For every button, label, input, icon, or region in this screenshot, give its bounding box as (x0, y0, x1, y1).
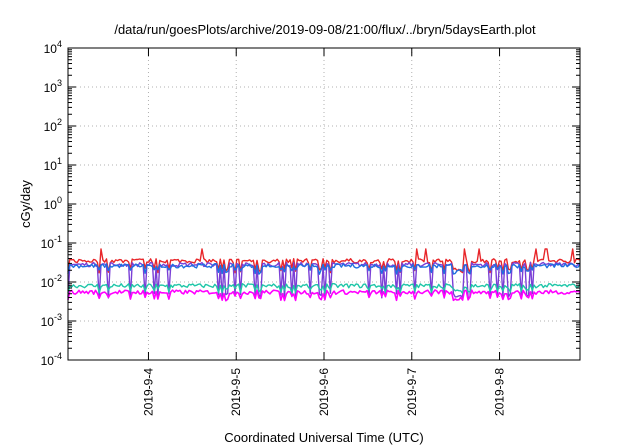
x-tick-label: 2019-9-5 (229, 368, 243, 416)
y-tick-label: 10-1 (41, 234, 62, 251)
y-tick-exponent: 1 (57, 156, 62, 166)
y-tick-exponent: -3 (54, 312, 62, 322)
y-tick-base: 10 (41, 354, 55, 368)
y-tick-base: 10 (44, 198, 58, 212)
y-tick-label: 101 (44, 156, 62, 173)
y-tick-exponent: -2 (54, 273, 62, 283)
y-tick-exponent: 3 (57, 78, 62, 88)
y-tick-base: 10 (44, 42, 58, 56)
y-tick-exponent: -1 (54, 234, 62, 244)
chart-title: /data/run/goesPlots/archive/2019-09-08/2… (114, 22, 536, 37)
y-tick-base: 10 (44, 81, 58, 95)
x-tick-label: 2019-9-8 (493, 368, 507, 416)
series-group (67, 248, 581, 302)
y-tick-exponent: 2 (57, 117, 62, 127)
y-tick-base: 10 (41, 315, 55, 329)
series-line (67, 289, 581, 302)
y-tick-exponent: 4 (57, 39, 62, 49)
x-tick-label: 2019-9-4 (141, 368, 155, 416)
y-tick-exponent: -4 (54, 351, 62, 361)
x-tick-label: 2019-9-6 (317, 368, 331, 416)
x-ticks: 2019-9-4 2019-9-5 2019-9-6 2019-9-7 2019-9-8 (141, 48, 507, 416)
series-line (67, 283, 581, 294)
y-tick-label: 100 (44, 195, 62, 212)
y-tick-label: 10-4 (41, 351, 62, 368)
y-tick-label: 103 (44, 78, 62, 95)
y-tick-exponent: 0 (57, 195, 62, 205)
y-tick-base: 10 (41, 276, 55, 290)
y-tick-base: 10 (41, 237, 55, 251)
y-tick-base: 10 (44, 120, 58, 134)
y-tick-label: 102 (44, 117, 62, 134)
series-line (67, 248, 581, 274)
x-tick-label: 2019-9-7 (405, 368, 419, 416)
y-axis-label: cGy/day (18, 180, 33, 228)
y-tick-base: 10 (44, 159, 58, 173)
series-line (67, 263, 581, 275)
y-tick-label: 10-2 (41, 273, 62, 290)
y-tick-label: 104 (44, 39, 62, 56)
grid (68, 47, 580, 361)
x-axis-label: Coordinated Universal Time (UTC) (224, 430, 423, 445)
y-tick-label: 10-3 (41, 312, 62, 329)
